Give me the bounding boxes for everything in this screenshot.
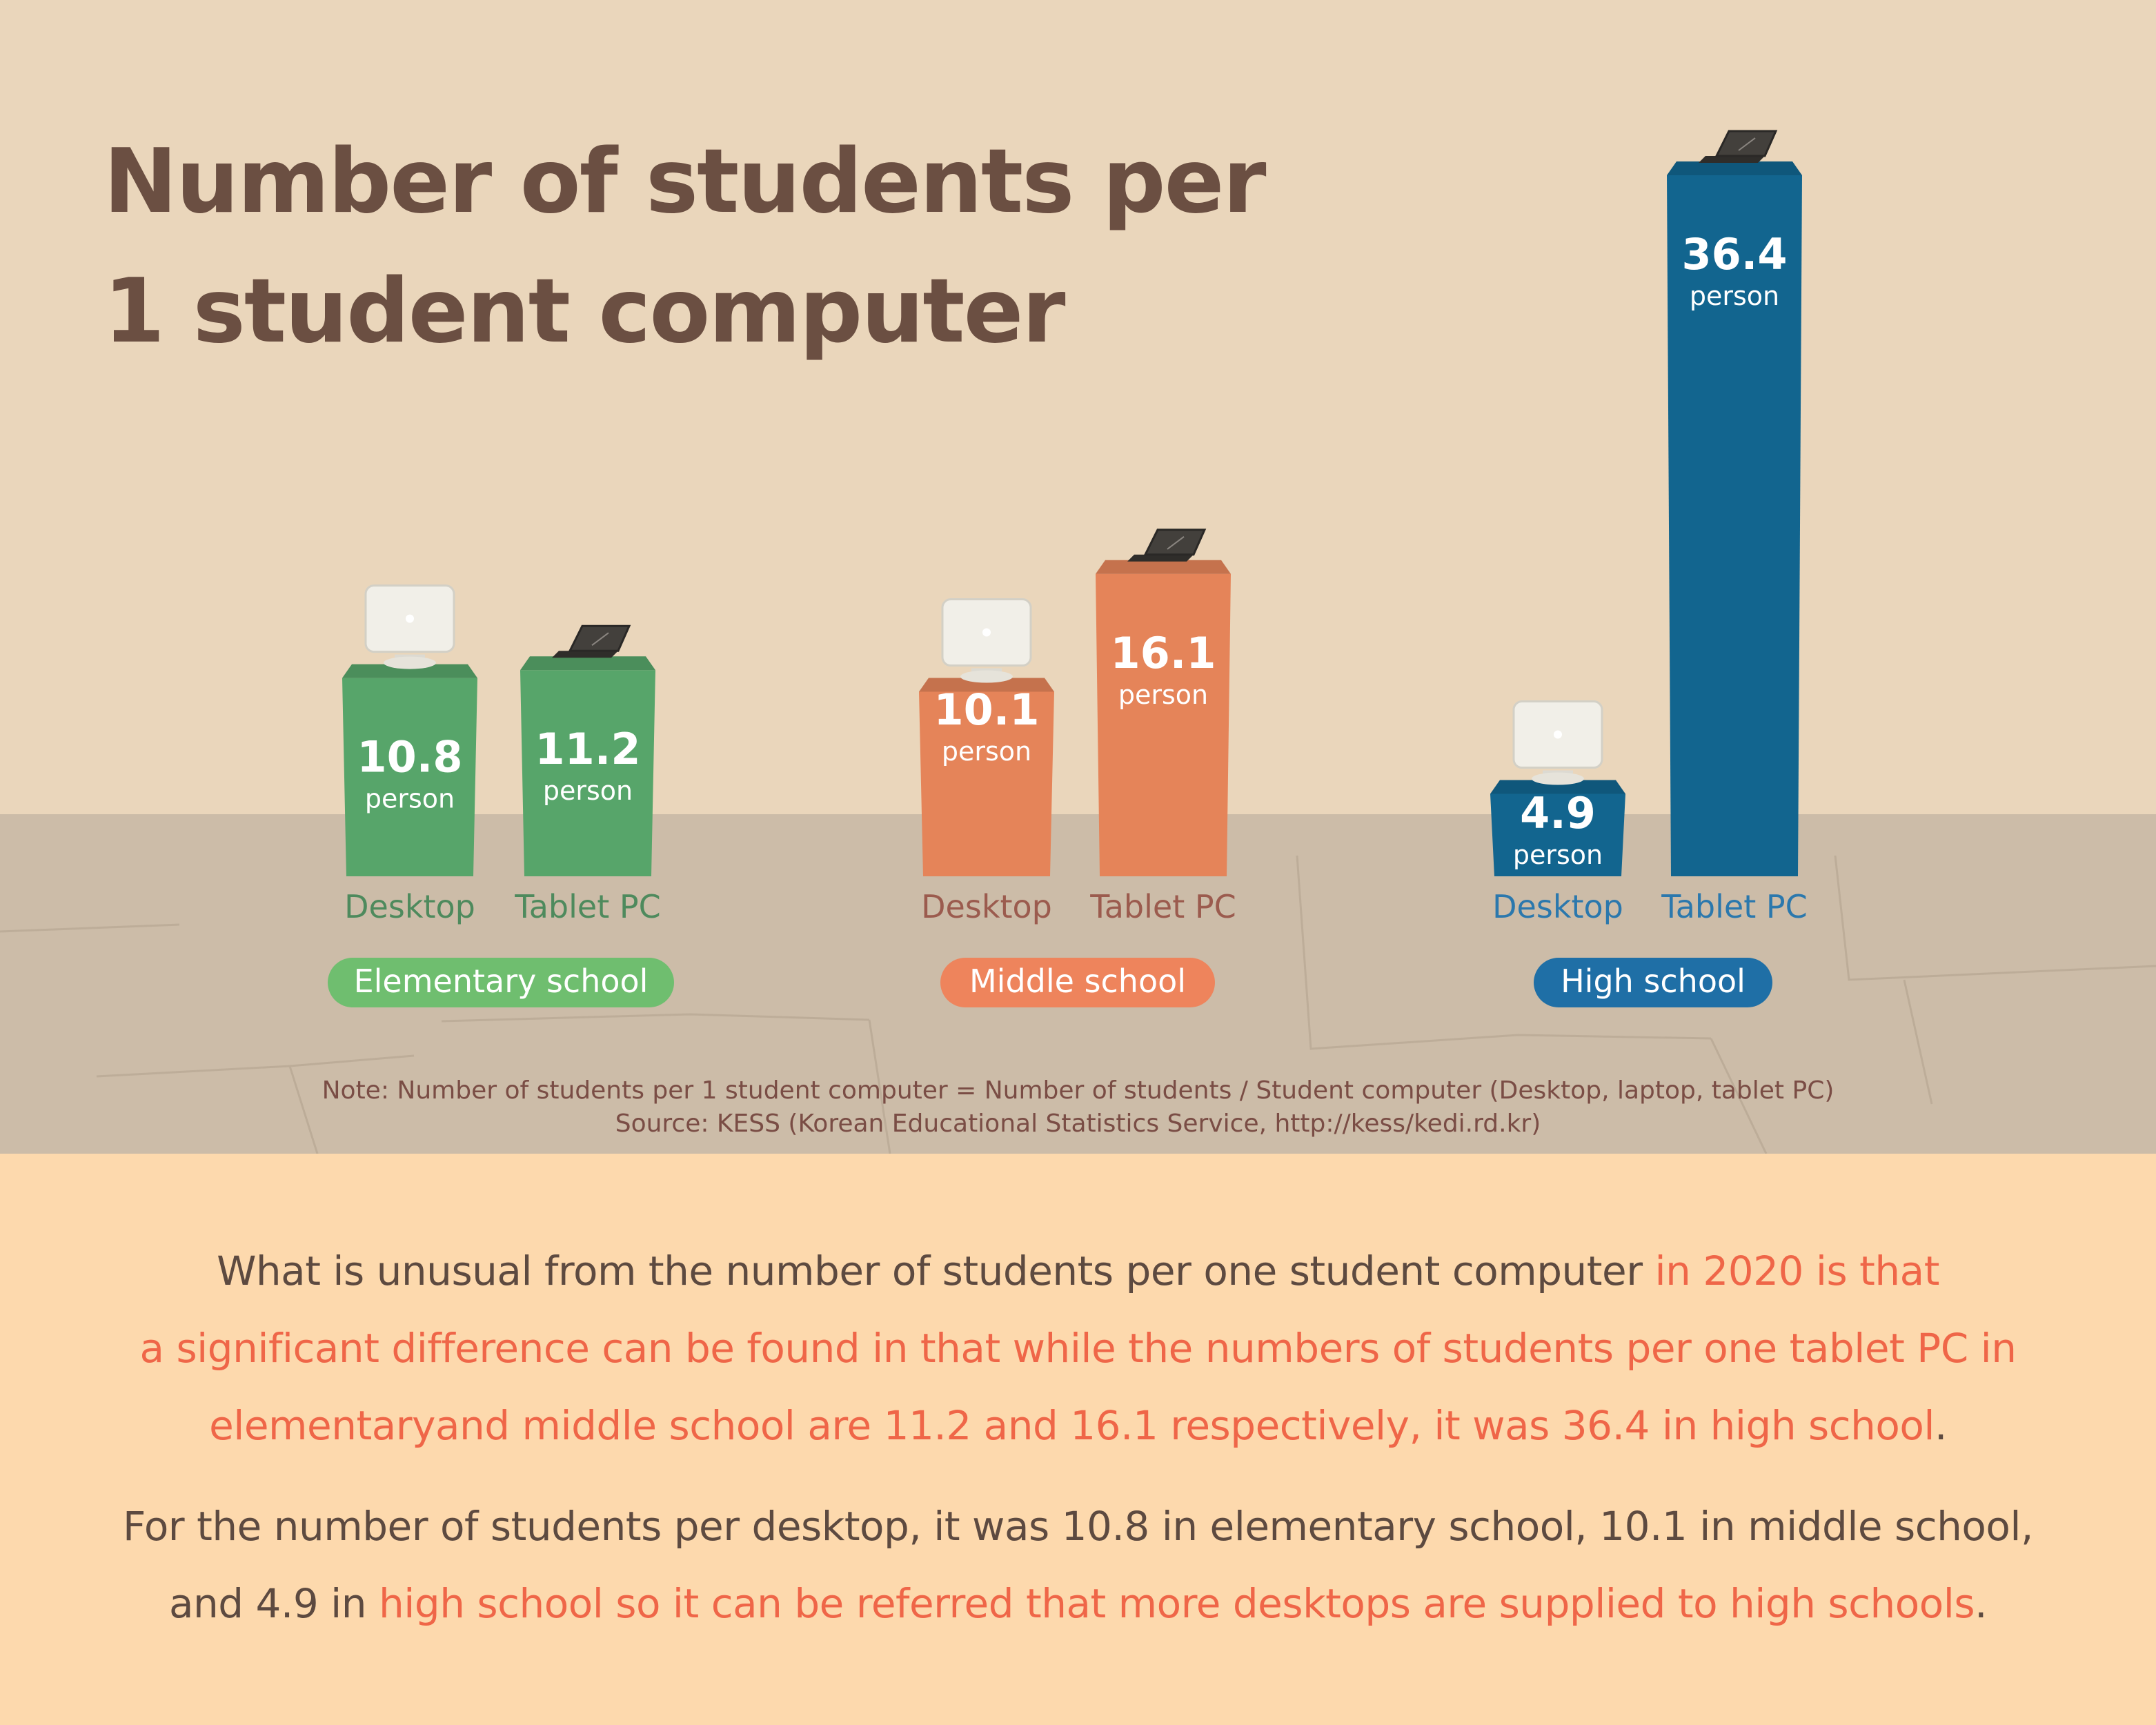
data-label-unit: person xyxy=(365,784,455,814)
data-label-value: 11.2 xyxy=(535,724,641,774)
bar-top xyxy=(342,664,477,678)
data-label-unit: person xyxy=(1513,840,1603,870)
summary-highlight: elementaryand middle school are 11.2 and… xyxy=(209,1402,1935,1449)
desktop-base xyxy=(384,656,436,669)
floor-lines xyxy=(0,855,2156,1154)
category-label: Desktop xyxy=(921,888,1052,925)
category-label: Tablet PC xyxy=(1089,888,1236,925)
chart-source: Source: KESS (Korean Educational Statist… xyxy=(615,1110,1541,1138)
tablet-screen xyxy=(1143,529,1207,556)
chart-title: Number of students per 1 student compute… xyxy=(103,117,1266,377)
tablet-icon xyxy=(552,624,631,658)
tablet-screen xyxy=(568,624,631,652)
data-label-value: 10.8 xyxy=(357,732,463,782)
data-label-value: 4.9 xyxy=(1520,788,1596,838)
chart-title-line-1: Number of students per xyxy=(103,130,1266,233)
group-label: High school xyxy=(1561,963,1745,1000)
summary-p2-line-2: and 4.9 in high school so it can be refe… xyxy=(0,1565,2156,1642)
data-label-value: 16.1 xyxy=(1111,628,1216,678)
category-label: Tablet PC xyxy=(1661,888,1807,925)
tablet-screen xyxy=(1714,130,1778,157)
group-label: Elementary school xyxy=(354,963,649,1000)
desktop-power-dot xyxy=(406,614,414,623)
summary-p1-line-1: What is unusual from the number of stude… xyxy=(0,1232,2156,1310)
tablet-keyboard xyxy=(1127,554,1194,562)
bar-top xyxy=(1667,161,1802,175)
data-label-unit: person xyxy=(1690,281,1779,311)
tablet-icon xyxy=(1699,130,1778,163)
desktop-power-dot xyxy=(982,628,991,637)
summary-text: . xyxy=(1935,1402,1947,1449)
bar-face xyxy=(1490,793,1625,876)
data-label-unit: person xyxy=(1118,680,1208,710)
data-label-value: 36.4 xyxy=(1682,229,1788,279)
text-panel xyxy=(0,1154,2156,1725)
category-label: Desktop xyxy=(1492,888,1623,925)
data-label-unit: person xyxy=(543,776,633,806)
tablet-icon xyxy=(1127,529,1207,562)
data-label-value: 10.1 xyxy=(934,684,1040,735)
bar-face xyxy=(520,670,655,876)
desktop-base xyxy=(1532,772,1584,785)
bar-face xyxy=(342,678,477,876)
summary-text: . xyxy=(1975,1580,1988,1627)
summary-p1-line-3: elementaryand middle school are 11.2 and… xyxy=(0,1387,2156,1464)
summary-text: and 4.9 in xyxy=(168,1580,379,1627)
bar-2-0 xyxy=(1490,780,1625,876)
summary-text: What is unusual from the number of stude… xyxy=(217,1248,1655,1294)
summary-paragraph-1: What is unusual from the number of stude… xyxy=(0,1232,2156,1464)
bar-top xyxy=(520,656,655,671)
category-label: Tablet PC xyxy=(514,888,660,925)
desktop-base xyxy=(960,670,1013,683)
bar-face xyxy=(919,691,1054,876)
group-pill xyxy=(328,958,674,1007)
tablet-stylus xyxy=(1167,535,1185,550)
bar-top xyxy=(1096,560,1231,574)
data-label-unit: person xyxy=(942,736,1031,767)
tablet-stylus xyxy=(1738,137,1756,151)
bar-face xyxy=(1096,573,1231,876)
bar-2-1 xyxy=(1667,161,1802,876)
summary-highlight: in 2020 is that xyxy=(1654,1248,1940,1294)
chart-note: Note: Number of students per 1 student c… xyxy=(322,1076,1834,1105)
desktop-power-dot xyxy=(1554,730,1562,739)
bar-top xyxy=(919,678,1054,692)
bar-1-0 xyxy=(919,678,1054,876)
bar-0-0 xyxy=(342,664,477,876)
group-pill xyxy=(1534,958,1772,1007)
summary-highlight: high school so it can be referred that m… xyxy=(379,1580,1975,1627)
group-pill xyxy=(940,958,1215,1007)
chart-title-line-2: 1 student computer xyxy=(103,260,1065,363)
bar-0-1 xyxy=(520,656,655,876)
bar-face xyxy=(1667,175,1802,876)
tablet-keyboard xyxy=(1699,156,1765,163)
summary-p2-line-1: For the number of students per desktop, … xyxy=(123,1503,2033,1550)
group-label: Middle school xyxy=(969,963,1186,1000)
desktop-icon xyxy=(941,598,1032,683)
bar-top xyxy=(1490,780,1625,794)
desktop-icon xyxy=(364,584,455,669)
tablet-stylus xyxy=(591,632,609,647)
desktop-icon xyxy=(1512,700,1603,785)
bar-1-1 xyxy=(1096,560,1231,876)
summary-paragraph-2: For the number of students per desktop, … xyxy=(0,1488,2156,1642)
tablet-keyboard xyxy=(552,651,618,658)
summary-p1-line-2: a significant difference can be found in… xyxy=(139,1325,2017,1372)
category-label: Desktop xyxy=(344,888,475,925)
